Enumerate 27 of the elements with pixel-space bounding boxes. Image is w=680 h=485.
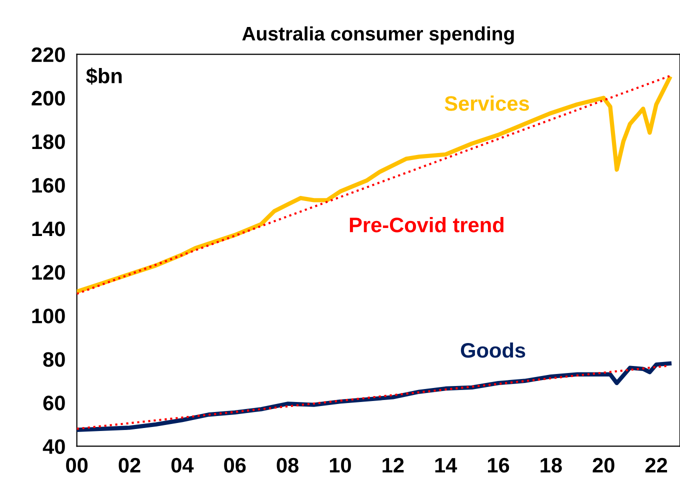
y-tick-label: 40 xyxy=(42,439,65,454)
y-tick-label: 200 xyxy=(32,90,65,106)
x-tick-label: 12 xyxy=(382,458,404,472)
x-tick-label: 18 xyxy=(540,458,562,473)
y-tick-label: 160 xyxy=(32,178,65,193)
series-label: Goods xyxy=(460,342,526,358)
chart-title: Australia consumer spending xyxy=(242,26,514,45)
series-label: Services xyxy=(444,96,529,111)
y-tick-label: 100 xyxy=(32,308,65,324)
y-tick-label: 140 xyxy=(32,221,65,236)
y-tick-label: 180 xyxy=(32,134,65,150)
x-tick-label: 14 xyxy=(435,458,458,472)
y-tick-label: 80 xyxy=(43,352,65,367)
x-tick-label: 16 xyxy=(488,458,510,473)
x-tick-label: 02 xyxy=(118,458,140,473)
x-tick-label: 20 xyxy=(592,458,614,473)
series-label: Pre-Covid trend xyxy=(350,217,504,232)
annotation: $bn xyxy=(86,68,122,85)
x-tick-label: 06 xyxy=(224,458,246,473)
y-tick-label: 60 xyxy=(43,396,65,410)
x-tick-label: 10 xyxy=(330,458,351,473)
y-tick-label: 220 xyxy=(32,47,65,62)
x-tick-label: 00 xyxy=(66,458,88,473)
x-tick-label: 08 xyxy=(276,458,298,473)
y-tick-label: 120 xyxy=(32,265,65,280)
x-tick-label: 22 xyxy=(645,458,668,472)
x-tick-label: 04 xyxy=(171,458,194,473)
